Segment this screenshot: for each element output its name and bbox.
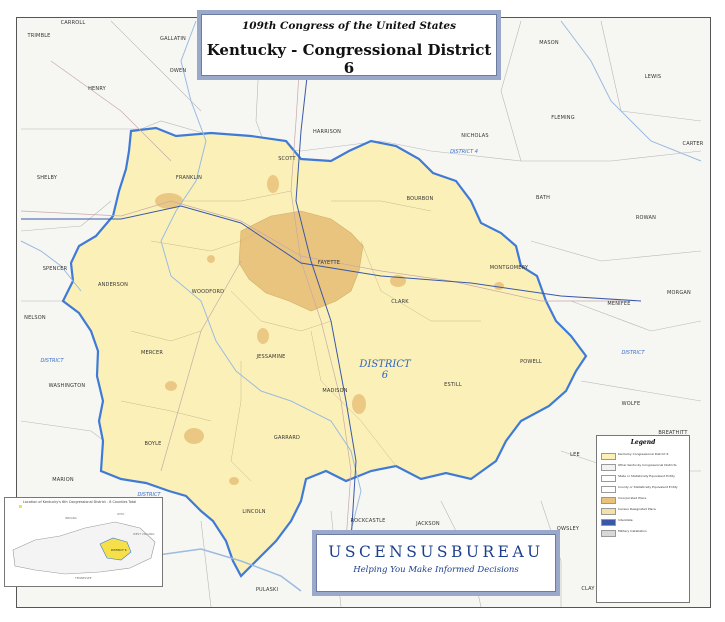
county-label-trimble: TRIMBLE (27, 33, 51, 39)
county-label-bath: BATH (535, 195, 551, 201)
county-label-rowan: ROWAN (635, 215, 657, 221)
map-subtitle: 109th Congress of the United States (241, 20, 457, 32)
legend-label: Interstate (618, 518, 633, 522)
inset-district-label: DISTRICT 6 (111, 548, 127, 552)
county-label-owsley: OWSLEY (556, 526, 580, 532)
neighbor-district-label: DISTRICT (137, 492, 161, 498)
rivers (20, 20, 702, 532)
county-label-shelby: SHELBY (36, 175, 58, 181)
county-label-fayette: FAYETTE (317, 260, 341, 266)
county-label-franklin: FRANKLIN (175, 175, 203, 181)
district-6-area (61, 126, 588, 578)
legend-label: Kentucky Congressional District 6 (618, 452, 669, 456)
county-label-spencer: SPENCER (42, 266, 68, 272)
census-bureau-logo-box: USCENSUSBUREAU Helping You Make Informed… (312, 530, 560, 596)
county-label-jackson: JACKSON (416, 521, 440, 527)
county-label-morgan: MORGAN (667, 290, 691, 296)
county-label-menifee: MENIFEE (607, 301, 631, 307)
legend-item: County or Statistically Equivalent Entit… (601, 485, 687, 493)
interstates (21, 40, 642, 542)
county-label-clark: CLARK (391, 299, 409, 305)
legend: Legend Kentucky Congressional District 6… (596, 435, 690, 603)
neighbor-district-label: DISTRICT (621, 350, 645, 356)
legend-item: State or Statistically Equivalent Entity (601, 474, 687, 482)
county-label-wolfe: WOLFE (621, 401, 641, 407)
county-label-breathitt: BREATHITT (658, 430, 688, 436)
legend-swatch (601, 475, 616, 482)
neighbor-district-label: DISTRICT 4 (450, 149, 478, 155)
legend-swatch (601, 508, 616, 515)
lake (150, 548, 302, 592)
county-label-montgomery: MONTGOMERY (489, 265, 529, 271)
inset-neighbor-3: WEST VIRGINIA (133, 532, 155, 536)
census-bureau-name: USCENSUSBUREAU (328, 543, 544, 561)
inset-map (12, 505, 156, 575)
county-label-powell: POWELL (520, 359, 542, 365)
legend-label: County or Statistically Equivalent Entit… (618, 485, 678, 489)
legend-label: Incorporated Place (618, 496, 647, 500)
roads (20, 40, 621, 542)
legend-swatch (601, 497, 616, 504)
legend-item: Interstate (601, 518, 687, 526)
county-label-washington: WASHINGTON (48, 383, 86, 389)
legend-swatch (601, 519, 616, 526)
legend-label: Other Kentucky Congressional Districts (618, 463, 677, 467)
title-box: 109th Congress of the United States Kent… (197, 10, 501, 80)
neighbor-district-label: DISTRICT (40, 358, 64, 364)
county-label-boyle: BOYLE (144, 441, 162, 447)
county-label-owen: OWEN (169, 68, 187, 74)
district-label-word: DISTRICT (359, 359, 411, 370)
county-label-madison: MADISON (322, 388, 348, 394)
county-label-garrard: GARRARD (273, 435, 301, 441)
county-label-lee: LEE (570, 452, 580, 458)
county-label-anderson: ANDERSON (97, 282, 129, 288)
county-label-lincoln: LINCOLN (242, 509, 266, 515)
county-label-pulaski: PULASKI (255, 587, 279, 593)
inset-neighbor-1: INDIANA (65, 516, 77, 520)
district-label-number: 6 (381, 370, 389, 381)
legend-swatch (601, 464, 616, 471)
county-label-gallatin: GALLATIN (160, 36, 186, 42)
county-label-clay: CLAY (581, 586, 595, 592)
county-label-rockcastle: ROCKCASTLE (350, 518, 386, 524)
locator-inset: Location of Kentucky's 6th Congressional… (4, 497, 163, 587)
county-label-woodford: WOODFORD (191, 289, 225, 295)
county-label-nelson: NELSON (24, 315, 46, 321)
census-tagline: Helping You Make Informed Decisions (353, 565, 519, 575)
county-label-bourbon: BOURBON (406, 196, 434, 202)
legend-swatch (601, 530, 616, 537)
county-label-marion: MARION (52, 477, 74, 483)
legend-title: Legend (630, 439, 656, 446)
legend-label: Census Designated Place (618, 507, 656, 511)
map-title: Kentucky - Congressional District 6 (206, 41, 492, 77)
legend-item: Incorporated Place (601, 496, 687, 504)
county-label-estill: ESTILL (444, 382, 462, 388)
inset-neighbor-4: TENNESSEE (75, 576, 92, 580)
legend-swatch (601, 486, 616, 493)
legend-item: Kentucky Congressional District 6 (601, 452, 687, 460)
legend-item: Other Kentucky Congressional Districts (601, 463, 687, 471)
county-label-carroll: CARROLL (60, 20, 86, 26)
county-label-mercer: MERCER (140, 350, 164, 356)
legend-label: Military Installation (618, 529, 647, 533)
county-label-nicholas: NICHOLAS (461, 133, 489, 139)
county-label-fleming: FLEMING (551, 115, 575, 121)
urban-places (155, 175, 504, 485)
county-label-mason: MASON (539, 40, 559, 46)
county-label-harrison: HARRISON (312, 129, 342, 135)
county-label-henry: HENRY (88, 86, 106, 92)
county-label-scott: SCOTT (278, 156, 296, 162)
inset-caption: Location of Kentucky's 6th Congressional… (23, 500, 137, 504)
district-6-label: DISTRICT 6 (359, 359, 410, 381)
legend-label: State or Statistically Equivalent Entity (618, 474, 675, 478)
legend-swatch (601, 453, 616, 460)
legend-item: Military Installation (601, 529, 687, 537)
legend-item: Census Designated Place (601, 507, 687, 515)
county-label-jessamine: JESSAMINE (256, 354, 286, 360)
county-label-carter: CARTER (682, 141, 704, 147)
inset-neighbor-2: OHIO (117, 512, 125, 516)
county-label-lewis: LEWIS (644, 74, 662, 80)
